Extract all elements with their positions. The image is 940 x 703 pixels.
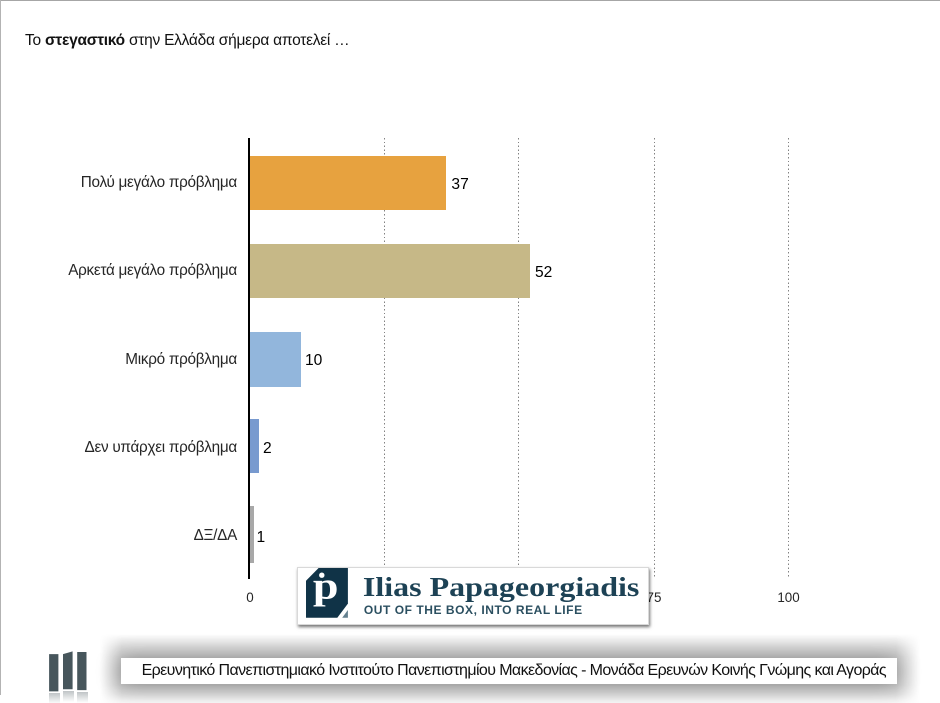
svg-text:p: p bbox=[313, 568, 339, 608]
